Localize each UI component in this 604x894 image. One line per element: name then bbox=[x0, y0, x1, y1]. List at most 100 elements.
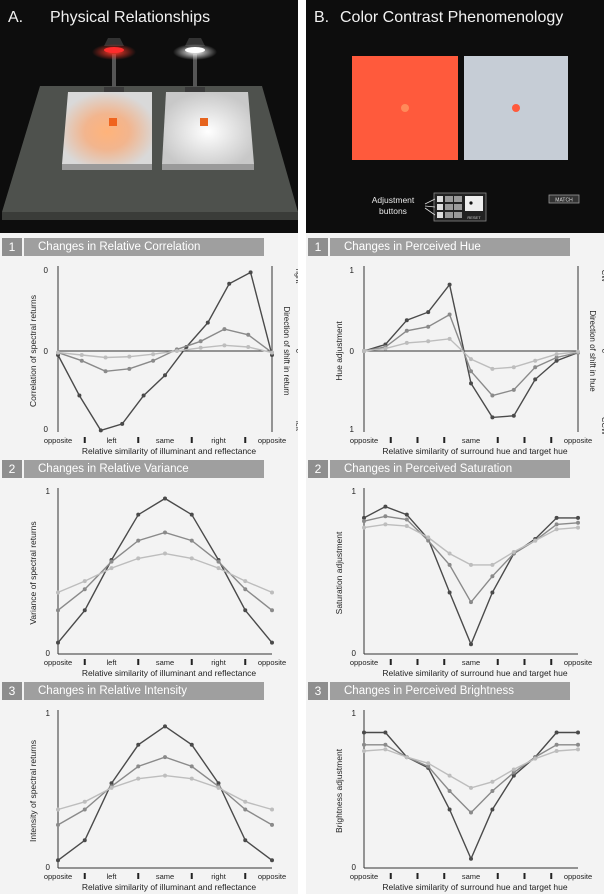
data-point bbox=[426, 764, 431, 769]
data-point bbox=[243, 579, 248, 584]
data-point bbox=[243, 608, 248, 613]
section-a1-title: 1 Changes in Relative Correlation bbox=[0, 238, 298, 256]
data-point bbox=[490, 415, 495, 420]
data-point bbox=[404, 340, 409, 345]
section-number: 2 bbox=[308, 460, 328, 478]
data-point bbox=[270, 640, 274, 645]
series-line bbox=[363, 748, 579, 789]
data-point bbox=[362, 515, 366, 520]
data-point bbox=[447, 336, 452, 341]
data-point bbox=[82, 838, 87, 843]
data-point bbox=[109, 785, 114, 790]
data-point bbox=[447, 551, 452, 556]
data-point bbox=[576, 730, 580, 735]
data-point bbox=[127, 354, 132, 359]
data-point bbox=[82, 799, 87, 804]
data-point bbox=[533, 377, 538, 382]
surface-right bbox=[162, 92, 254, 164]
section-label: Changes in Relative Intensity bbox=[24, 682, 264, 700]
data-point bbox=[216, 559, 221, 564]
data-point bbox=[469, 856, 473, 861]
section-b3-title: 3 Changes in Perceived Brightness bbox=[306, 682, 604, 700]
data-point bbox=[469, 642, 473, 647]
match-button[interactable]: MATCH bbox=[548, 194, 580, 204]
data-point bbox=[469, 785, 473, 790]
target-dot-right bbox=[512, 104, 520, 112]
series-line bbox=[363, 505, 578, 647]
x-tick-mark bbox=[137, 873, 140, 879]
y-tick-label: 0 bbox=[352, 649, 357, 658]
y-axis-label-right: Direction of shift in hue bbox=[588, 310, 597, 392]
data-point bbox=[82, 807, 87, 812]
data-point bbox=[469, 369, 473, 374]
data-point bbox=[362, 742, 366, 747]
x-tick-label: opposite bbox=[350, 658, 378, 667]
data-point bbox=[109, 566, 114, 571]
y-tick-label: 1 bbox=[350, 266, 355, 275]
x-tick-mark bbox=[244, 659, 247, 665]
data-point bbox=[554, 355, 559, 360]
x-axis-label: Relative similarity of illuminant and re… bbox=[82, 446, 257, 456]
data-point bbox=[141, 393, 146, 398]
panel-a: A. Physical Relationships bbox=[0, 0, 298, 894]
y-tick-label: 1 bbox=[350, 425, 355, 434]
x-tick-label: right bbox=[211, 658, 227, 667]
data-point bbox=[174, 349, 179, 353]
x-tick-mark bbox=[137, 437, 140, 443]
data-point bbox=[511, 413, 516, 418]
data-point bbox=[362, 730, 366, 735]
section-number: 3 bbox=[308, 682, 328, 700]
series-line bbox=[57, 497, 273, 644]
data-point bbox=[136, 512, 141, 517]
data-point bbox=[82, 587, 87, 592]
data-point bbox=[243, 807, 248, 812]
y-axis-label: Brightness adjustment bbox=[334, 748, 344, 833]
data-point bbox=[163, 773, 167, 778]
data-point bbox=[447, 789, 452, 793]
series-line bbox=[363, 523, 579, 566]
data-point bbox=[227, 281, 232, 286]
data-point bbox=[447, 562, 452, 567]
y-tick-label: 0 bbox=[46, 649, 51, 658]
adjustment-label-1: Adjustment bbox=[372, 195, 415, 205]
y-tick-label: 0 bbox=[46, 863, 51, 872]
section-number: 2 bbox=[2, 460, 22, 478]
x-tick-label: opposite bbox=[44, 658, 72, 667]
adjustment-buttons[interactable]: RESET bbox=[433, 192, 487, 222]
data-point bbox=[77, 393, 82, 398]
x-tick-mark bbox=[523, 659, 526, 665]
data-point bbox=[136, 776, 141, 781]
data-point bbox=[576, 349, 580, 354]
data-point bbox=[469, 357, 473, 362]
data-point bbox=[198, 345, 203, 350]
panel-b-illustration: B. Color Contrast Phenomenology R bbox=[306, 0, 604, 233]
data-point bbox=[248, 270, 253, 275]
data-point bbox=[103, 369, 108, 374]
data-point bbox=[383, 747, 388, 752]
data-point bbox=[189, 764, 194, 769]
data-point bbox=[243, 799, 248, 804]
data-point bbox=[554, 515, 559, 520]
x-tick-mark bbox=[443, 873, 446, 879]
y-tick-label-right: CCW bbox=[600, 417, 604, 436]
y-tick-label-right: 0 bbox=[600, 349, 604, 353]
surface-left bbox=[62, 92, 152, 164]
data-point bbox=[56, 350, 60, 355]
data-point bbox=[362, 519, 366, 524]
data-point bbox=[56, 807, 60, 812]
data-point bbox=[216, 785, 221, 790]
data-point bbox=[362, 349, 366, 353]
lamp-left-icon bbox=[104, 38, 124, 46]
target-right bbox=[200, 118, 208, 126]
y-axis-label: Intensity of spectral returns bbox=[28, 740, 38, 842]
data-point bbox=[270, 590, 274, 595]
data-point bbox=[554, 742, 559, 747]
panel-a-illustration: A. Physical Relationships bbox=[0, 0, 298, 233]
series-line bbox=[363, 338, 579, 370]
data-point bbox=[216, 566, 221, 571]
data-point bbox=[270, 350, 274, 355]
data-point bbox=[511, 365, 516, 370]
data-point bbox=[383, 742, 388, 747]
x-tick-mark bbox=[416, 873, 419, 879]
data-point bbox=[383, 522, 388, 527]
